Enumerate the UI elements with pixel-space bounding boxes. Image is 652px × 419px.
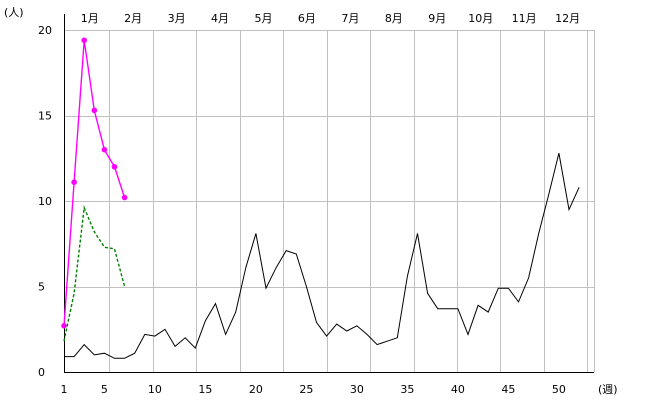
month-label-7: 7月 xyxy=(341,12,359,25)
y-tick-label-15: 15 xyxy=(38,110,52,123)
x-unit-label: (週) xyxy=(598,383,618,396)
x-tick-label-5: 5 xyxy=(101,383,108,396)
month-label-6: 6月 xyxy=(298,12,316,25)
x-tick-label-50: 50 xyxy=(552,383,566,396)
series-2-point-1 xyxy=(61,323,67,329)
y-unit-label: (人) xyxy=(4,6,24,19)
month-label-11: 11月 xyxy=(512,12,537,25)
series-2-point-7 xyxy=(121,194,128,201)
series-line-3 xyxy=(63,205,126,342)
month-label-2: 2月 xyxy=(124,12,142,25)
series-2-point-2 xyxy=(71,179,77,185)
month-label-1: 1月 xyxy=(81,12,99,25)
x-tick-label-1: 1 xyxy=(61,383,68,396)
y-tick-label-10: 10 xyxy=(38,195,52,208)
x-tick-label-20: 20 xyxy=(249,383,263,396)
month-label-8: 8月 xyxy=(385,12,403,25)
x-tick-label-15: 15 xyxy=(198,383,212,396)
x-tick-label-45: 45 xyxy=(501,383,515,396)
series-2-point-3 xyxy=(81,37,87,44)
series-2-point-4 xyxy=(91,107,98,114)
y-tick-label-20: 20 xyxy=(38,24,52,37)
month-label-12: 12月 xyxy=(555,12,580,25)
month-label-10: 10月 xyxy=(468,12,493,25)
x-tick-label-30: 30 xyxy=(350,383,364,396)
y-tick-label-5: 5 xyxy=(38,281,45,294)
series-2-point-6 xyxy=(111,164,118,170)
data-series xyxy=(61,37,580,359)
y-tick-label-0: 0 xyxy=(38,366,45,379)
month-label-4: 4月 xyxy=(211,12,229,25)
x-tick-label-40: 40 xyxy=(451,383,465,396)
series-line-1 xyxy=(64,152,580,359)
month-label-5: 5月 xyxy=(254,12,272,25)
x-tick-label-10: 10 xyxy=(148,383,162,396)
series-2-point-5 xyxy=(101,146,108,153)
month-label-3: 3月 xyxy=(168,12,186,25)
x-tick-label-25: 25 xyxy=(299,383,313,396)
x-tick-label-35: 35 xyxy=(400,383,414,396)
month-label-9: 9月 xyxy=(428,12,446,25)
grid-lines xyxy=(64,30,595,372)
